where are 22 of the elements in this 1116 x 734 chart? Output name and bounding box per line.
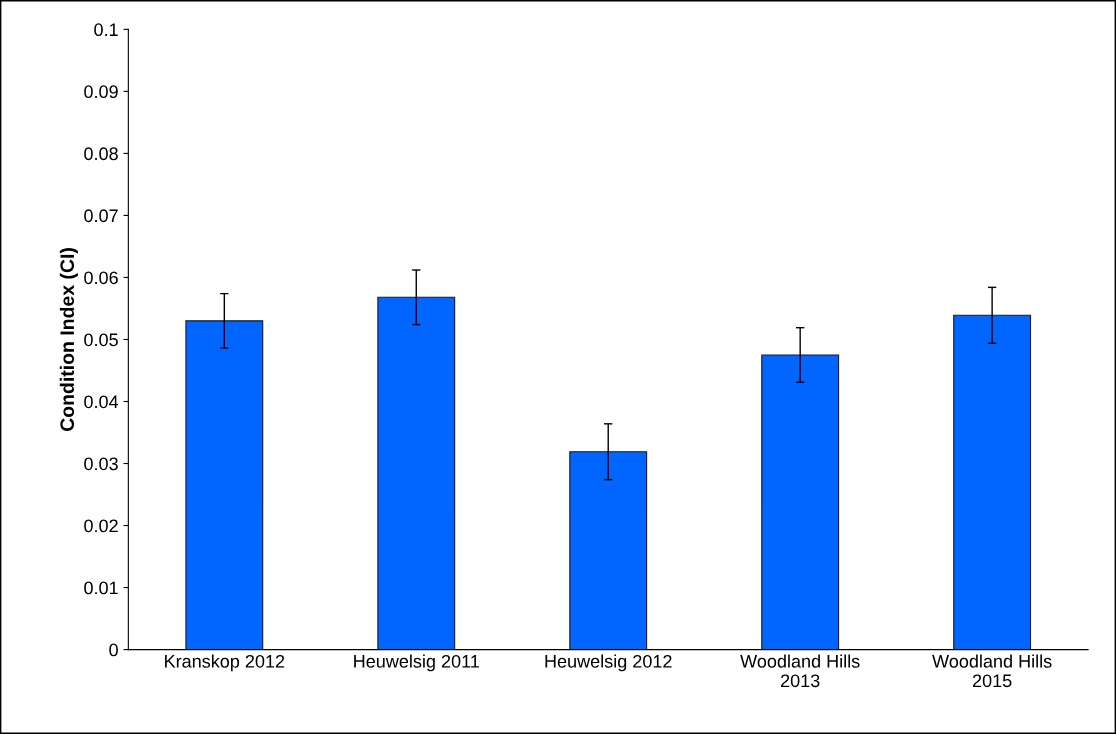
y-tick-label: 0.01 [84,581,118,595]
y-tick-label: 0.03 [84,457,118,471]
y-axis-title: Condition Index (CI) [59,248,78,432]
y-tick-label: 0.07 [84,209,118,223]
y-tick-label: 0.04 [84,395,119,409]
y-tick-label: 0.08 [84,147,118,161]
x-tick-label: Heuwelsig 2011 [354,654,479,672]
y-tick-label: 0.09 [84,85,118,99]
x-tick-label: Woodland Hills 2015 [932,654,1052,688]
y-tick-label: 0.05 [84,333,118,347]
y-tick-label: 0.02 [84,519,118,533]
x-tick-label: Woodland Hills 2013 [740,654,860,688]
x-tick-label: Heuwelsig 2012 [545,654,672,672]
bar [953,314,1032,650]
y-tick-label: 0.06 [84,271,118,285]
bar [185,320,264,650]
x-tick-label: Kranskop 2012 [165,654,285,672]
y-tick-label: 0.1 [94,23,118,37]
bar [377,296,456,650]
bar [569,451,648,650]
bar [761,354,840,650]
y-tick-label: 0 [109,643,118,657]
